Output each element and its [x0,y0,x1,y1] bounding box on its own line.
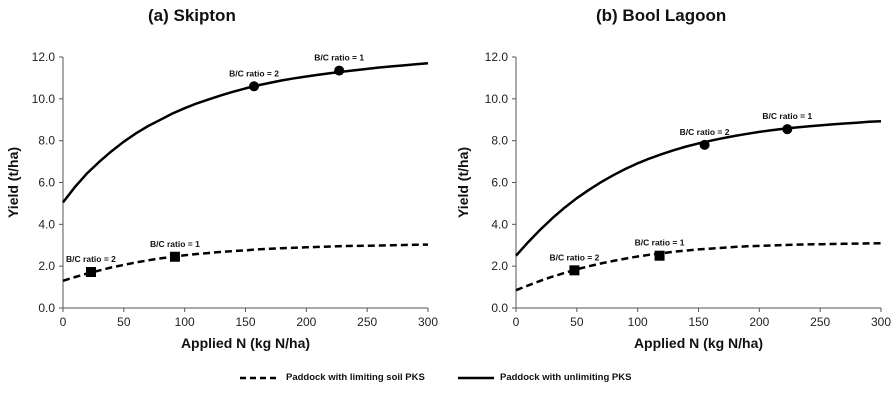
series-line-limiting-pks [515,241,882,292]
y-tick-label: 4.0 [491,217,508,231]
y-tick-label: 6.0 [38,176,55,190]
y-axis-label: Yield (t/ha) [455,147,471,218]
series-line-unlimiting-pks [62,62,429,204]
chart-svg-bool-lagoon: 0.0 2.0 4.0 6.0 8.0 10.0 12.0 0 50 100 150 200 250 30… [455,50,891,351]
legend-label-limiting: Paddock with limiting soil PKS [286,372,425,383]
x-tick-label: 250 [357,315,377,329]
bc-ratio-point-marker [249,81,260,92]
bc-ratio-label: B/C ratio = 1 [314,53,364,63]
bc-ratio-label: B/C ratio = 1 [150,239,200,249]
legend-dashed-line-icon [240,376,280,379]
y-tick-label: 8.0 [38,134,55,148]
y-tick-label: 0.0 [38,301,55,315]
y-tick-label: 12.0 [485,50,509,64]
x-axis-label: Applied N (kg N/ha) [634,335,763,351]
y-tick-label: 0.0 [491,301,508,315]
chart-legend: Paddock with limiting soil PKS Paddock w… [0,372,896,390]
bc-ratio-point-marker [699,139,710,150]
x-tick-label: 0 [60,315,67,329]
x-axis-label: Applied N (kg N/ha) [181,335,310,351]
chart-panel-bool-lagoon: (b) Bool Lagoon 0.0 2.0 4.0 6.0 8.0 10.0 12.0 0… [450,0,896,360]
y-tick-label: 10.0 [32,92,56,106]
chart-panel-skipton: (a) Skipton 0.0 2.0 4.0 6.0 8.0 10.0 12.0 0 50 10… [0,0,448,360]
bc-ratio-point-marker [334,65,345,76]
bc-ratio-label: B/C ratio = 1 [762,111,812,121]
x-tick-label: 150 [688,315,708,329]
chart-title: (a) Skipton [148,6,236,25]
series-line-unlimiting-pks [515,119,882,257]
y-tick-label: 4.0 [38,217,55,231]
y-tick-label: 6.0 [491,176,508,190]
x-tick-label: 150 [235,315,255,329]
y-tick-label: 2.0 [38,259,55,273]
legend-item-limiting: Paddock with limiting soil PKS [240,372,425,383]
y-tick-label: 2.0 [491,259,508,273]
bc-ratio-square-marker [169,251,180,262]
y-tick-label: 12.0 [32,50,56,64]
bc-ratio-square-marker [85,267,96,278]
bc-ratio-point-marker [782,124,793,135]
bc-ratio-label: B/C ratio = 1 [635,238,685,248]
bc-ratio-square-marker [654,250,665,261]
legend-item-unlimiting: Paddock with unlimiting PKS [458,372,631,383]
legend-label-unlimiting: Paddock with unlimiting PKS [500,372,632,383]
chart-svg-skipton: 0.0 2.0 4.0 6.0 8.0 10.0 12.0 0 50 100 150 200 250 30… [5,50,438,351]
x-tick-label: 0 [513,315,520,329]
x-tick-label: 250 [810,315,830,329]
bc-ratio-label: B/C ratio = 2 [66,254,116,264]
x-tick-label: 50 [117,315,131,329]
legend-solid-line-icon [458,376,494,379]
x-tick-label: 300 [871,315,891,329]
x-tick-label: 100 [628,315,648,329]
y-axis-label: Yield (t/ha) [5,147,21,218]
bc-ratio-label: B/C ratio = 2 [229,68,279,78]
y-tick-label: 10.0 [485,92,509,106]
bc-ratio-label: B/C ratio = 2 [680,127,730,137]
x-tick-label: 50 [570,315,584,329]
chart-title: (b) Bool Lagoon [596,6,727,25]
x-tick-label: 200 [749,315,769,329]
bc-ratio-square-marker [569,265,580,276]
bc-ratio-label: B/C ratio = 2 [549,252,599,262]
x-tick-label: 200 [296,315,316,329]
y-tick-label: 8.0 [491,134,508,148]
series-line-limiting-pks [62,243,429,282]
x-tick-label: 100 [175,315,195,329]
x-tick-label: 300 [418,315,438,329]
